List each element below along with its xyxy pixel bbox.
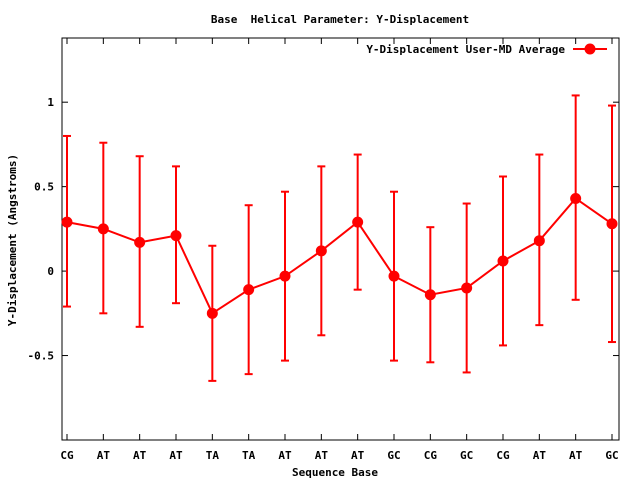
chart-title: Base Helical Parameter: Y-Displacement [211,13,469,26]
y-axis-label: Y-Displacement (Angstroms) [6,154,19,326]
x-tick-label: AT [533,449,547,462]
plot-frame [61,37,620,441]
data-point [170,230,182,242]
y-tick-label: 1 [47,96,54,109]
x-tick-label: CG [496,449,510,462]
legend: Y-Displacement User-MD Average [366,43,607,56]
data-point [243,284,255,296]
series-layer [61,94,618,382]
data-point [570,192,582,204]
x-tick-label: AT [569,449,583,462]
x-tick-label: AT [133,449,147,462]
x-tick-label: AT [169,449,183,462]
data-point [606,218,618,230]
y-tick-label: -0.5 [28,350,55,363]
x-tick-label: AT [351,449,365,462]
x-tick-label: AT [278,449,292,462]
x-tick-label: TA [242,449,256,462]
x-tick-label: CG [60,449,74,462]
x-tick-label: GC [387,449,400,462]
x-axis: CG AT AT AT TA TA AT AT AT GC CG GC CG AT AT GC [60,38,619,462]
data-point [533,235,545,247]
x-tick-label: CG [424,449,438,462]
series-line [66,197,613,315]
legend-marker [584,43,596,55]
y-tick-label: 0.5 [34,181,54,194]
x-tick-label: TA [206,449,220,462]
data-point [279,270,291,282]
x-tick-label: GC [460,449,473,462]
x-tick-label: AT [97,449,111,462]
data-point [97,223,109,235]
y-axis: -0.5 0 0.5 1 [28,96,619,363]
x-tick-label: GC [605,449,618,462]
data-point [424,289,436,301]
x-tick-label: AT [315,449,329,462]
legend-label: Y-Displacement User-MD Average [366,43,565,56]
data-point [388,270,400,282]
data-point [206,307,218,319]
data-point [61,216,73,228]
y-tick-label: 0 [47,265,54,278]
data-point [352,216,364,228]
data-point [461,282,473,294]
data-point [497,255,509,267]
x-axis-label: Sequence Base [292,466,378,479]
data-point [315,245,327,257]
data-point [134,236,146,248]
